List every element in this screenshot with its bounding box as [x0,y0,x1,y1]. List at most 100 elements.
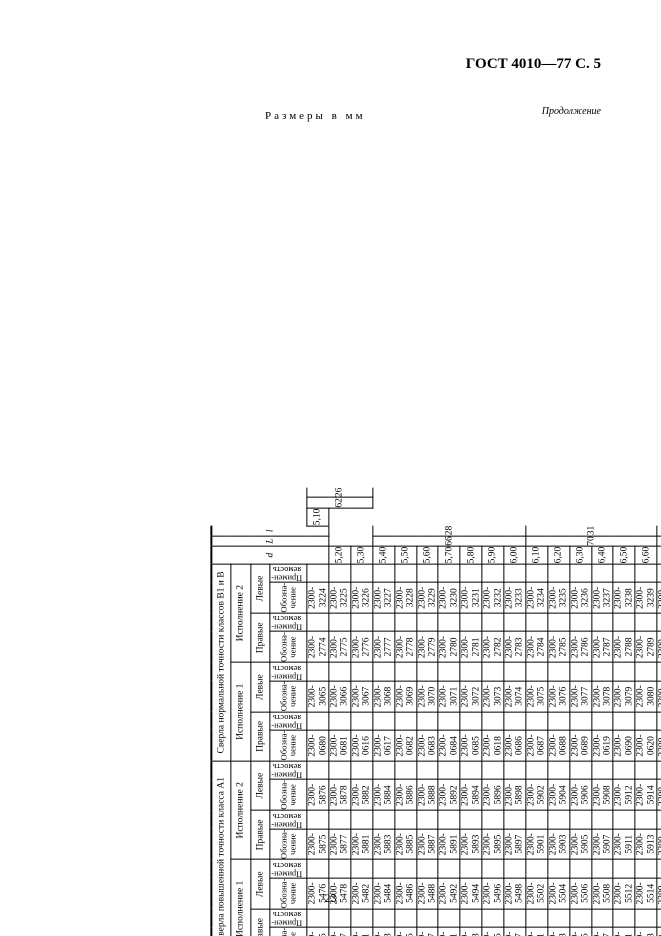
table-cell: 2300-3230 [438,582,460,613]
table-cell-app [657,712,661,730]
table-cell-l: 34 [657,526,661,536]
table-cell: 2300-3065 [307,681,329,712]
table-cell: 2300-2780 [438,632,460,663]
table-cell-app [416,909,438,927]
table-cell-app [635,909,657,927]
table-cell: 2300-5475 [307,927,329,936]
table-cell-app [613,712,635,730]
table-cell-app [482,662,504,680]
table-cell-app [570,909,592,927]
table-cell: 2300-3224 [307,582,329,613]
table-cell-app [395,860,417,878]
table-cell-app [504,712,526,730]
header-app: Примен-яемость [270,613,307,631]
header-obo: Обозна-чение [270,829,307,860]
table-cell-app [438,909,460,927]
table-cell-app [482,564,504,582]
table-cell: 2300-3068 [373,681,395,712]
table-cell-app [526,613,548,631]
table-cell: 2300-0691 [657,730,661,761]
table-cell-d: 6,40 [591,546,613,564]
header-right: Правые [250,613,270,662]
table-cell-app [526,860,548,878]
table-cell: 2300-5912 [613,779,635,810]
table-cell-app [351,564,373,582]
table-cell: 2300-2776 [351,632,373,663]
table-cell-app [613,761,635,779]
table-cell-app [373,662,395,680]
table-cell-app [635,662,657,680]
table-cell-L: 66 [373,536,526,547]
table-cell: 2300-3237 [591,582,613,613]
table-cell-app [548,761,570,779]
table-cell: 2300-5896 [482,779,504,810]
table-cell: 2300-2782 [482,632,504,663]
table-cell-app [351,860,373,878]
table-cell: 2300-5911 [613,829,635,860]
table-cell-d: 5,10 [307,508,329,526]
table-cell-app [329,564,351,582]
table-cell: 2300-5477 [329,927,351,936]
table-cell: 2300-5491 [438,927,460,936]
table-cell-app [351,662,373,680]
table-cell-app [438,564,460,582]
table-cell-app [548,564,570,582]
table-cell-app [329,613,351,631]
table-cell-app [416,810,438,828]
table-cell-app [460,712,482,730]
table-cell-app [526,810,548,828]
table-cell-app [591,712,613,730]
table-cell-app [613,860,635,878]
table-cell-app [416,712,438,730]
table-cell: 2300-3231 [460,582,482,613]
table-cell: 2300-2787 [591,632,613,663]
table-cell-app [504,761,526,779]
table-cell: 2300-2788 [613,632,635,663]
table-cell-app [351,909,373,927]
table-cell-app [570,712,592,730]
table-cell-app [548,810,570,828]
table-cell: 2300-3075 [526,681,548,712]
table-cell: 2300-2785 [548,632,570,663]
header-right: Правые [250,909,270,936]
table-cell: 2300-5908 [591,779,613,810]
table-cell: 2300-5901 [526,829,548,860]
table-cell: 2300-5513 [635,927,657,936]
table-cell-app [570,860,592,878]
table-cell-app [329,909,351,927]
table-cell: 2300-2778 [395,632,417,663]
table-cell: 2300-0683 [416,730,438,761]
table-cell: 2300-5916 [657,779,661,810]
table-cell: 2300-3238 [613,582,635,613]
table-cell: 2300-5893 [460,829,482,860]
table-cell-app [307,909,329,927]
table-cell-app [635,712,657,730]
table-cell: 2300-5507 [591,927,613,936]
table-cell-app [504,662,526,680]
table-cell-app [307,860,329,878]
table-cell-app [307,810,329,828]
table-cell-app [416,662,438,680]
table-cell-app [460,761,482,779]
table-cell: 2300-0687 [526,730,548,761]
table-cell-app [570,662,592,680]
table-cell-app [395,613,417,631]
table-cell: 2300-5495 [482,927,504,936]
table-cell-app [438,761,460,779]
header-obo: Обозна-чение [270,927,307,936]
table-cell: 2300-5898 [504,779,526,810]
table-cell-app [395,712,417,730]
table-cell-app [438,712,460,730]
table-cell: 2300-3070 [416,681,438,712]
table-cell: 2300-0617 [373,730,395,761]
table-cell: 2300-3072 [460,681,482,712]
table-cell: 2300-5906 [570,779,592,810]
table-cell: 2300-3078 [591,681,613,712]
table-cell-app [635,613,657,631]
table-cell-app [373,564,395,582]
col-L: L [211,536,329,547]
table-cell-app [548,613,570,631]
table-cell: 2300-3073 [482,681,504,712]
table-cell: 2300-5891 [438,829,460,860]
table-cell-app [329,662,351,680]
